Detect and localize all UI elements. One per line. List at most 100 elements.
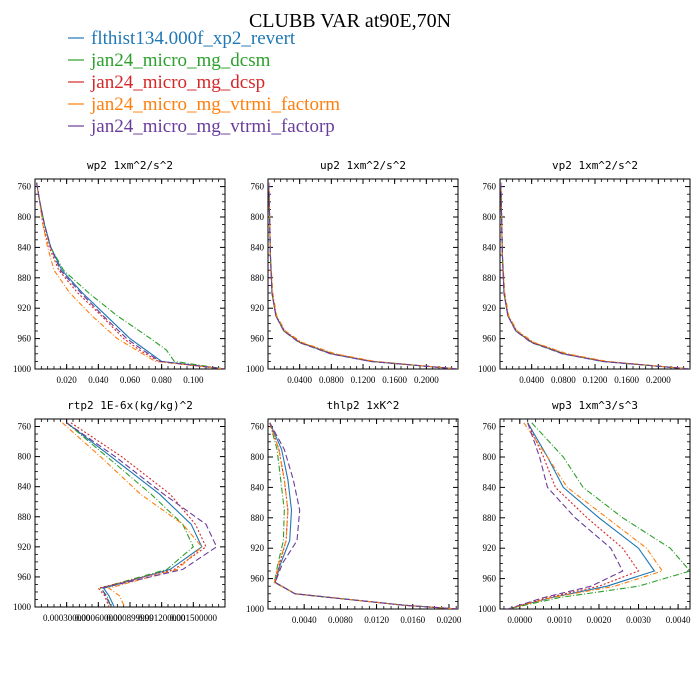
- y-tick-label-3-0: 760: [18, 422, 32, 432]
- y-tick-label-5-0: 760: [483, 422, 497, 432]
- y-tick-label-4-5: 960: [251, 574, 265, 584]
- x-tick-label-1-2: 0.1200: [351, 375, 376, 385]
- y-tick-label-1-4: 920: [251, 303, 265, 313]
- y-tick-label-4-0: 760: [251, 422, 265, 432]
- y-tick-label-5-2: 840: [483, 482, 497, 492]
- y-tick-label-3-2: 840: [18, 482, 32, 492]
- y-tick-label-5-1: 800: [483, 452, 497, 462]
- series-line-3-0: [66, 422, 203, 607]
- y-tick-label-2-0: 760: [483, 182, 497, 192]
- panel-title-3: rtp2 1E-6x(kg/kg)^2: [67, 399, 193, 412]
- x-tick-label-5-4: 0.0040: [666, 615, 691, 625]
- y-tick-label-5-6: 1000: [478, 604, 497, 614]
- x-tick-label-3-1: 0.000600000: [75, 613, 123, 623]
- x-tick-label-5-0: 0.0000: [507, 615, 532, 625]
- x-tick-label-3-4: 0.001500000: [170, 613, 218, 623]
- series-line-4-0: [269, 422, 458, 609]
- figure-title: CLUBB VAR at90E,70N: [249, 10, 451, 32]
- legend-entry-4: jan24_micro_mg_vtrmi_factorp: [90, 116, 335, 137]
- legend: flthist134.000f_xp2_revertjan24_micro_mg…: [68, 28, 340, 137]
- panel-1: up2 1xm^2/s^2 760 800 840 880 920 960 1000 0.040…: [246, 159, 459, 385]
- panel-4: thlp2 1xK^2 760 800 840 880 920 960 1000 0.0040 0…: [246, 399, 462, 625]
- y-tick-label-0-5: 960: [18, 334, 32, 344]
- panel-title-5: wp3 1xm^3/s^3: [552, 399, 638, 412]
- x-tick-label-0-4: 0.100: [183, 375, 204, 385]
- x-tick-label-5-3: 0.0030: [626, 615, 651, 625]
- series-line-3-2: [70, 422, 207, 607]
- series-line-2-4: [500, 182, 690, 369]
- y-tick-label-0-2: 840: [18, 242, 32, 252]
- y-tick-label-4-2: 840: [251, 482, 265, 492]
- series-line-3-3: [62, 422, 203, 607]
- x-tick-label-1-3: 0.1600: [382, 375, 407, 385]
- panel-2: vp2 1xm^2/s^2 760 800 840 880 920 960 1000 0.040…: [478, 159, 691, 385]
- x-tick-label-4-3: 0.0160: [400, 615, 425, 625]
- x-tick-label-2-4: 0.2000: [646, 375, 671, 385]
- y-tick-label-3-4: 920: [18, 542, 32, 552]
- y-tick-label-4-3: 880: [251, 513, 265, 523]
- legend-entry-0: flthist134.000f_xp2_revert: [91, 28, 296, 49]
- y-tick-label-2-3: 880: [483, 273, 497, 283]
- x-tick-label-4-1: 0.0080: [328, 615, 353, 625]
- x-tick-label-4-2: 0.0120: [364, 615, 389, 625]
- y-tick-label-0-1: 800: [18, 212, 32, 222]
- panels: wp2 1xm^2/s^2 760 800 840 880 920 960 1000 0.020…: [13, 159, 691, 625]
- y-tick-label-1-6: 1000: [246, 364, 265, 374]
- x-tick-label-2-1: 0.0800: [551, 375, 576, 385]
- series-line-4-4: [269, 422, 458, 609]
- y-tick-label-2-2: 840: [483, 242, 497, 252]
- series-line-2-3: [500, 182, 690, 369]
- series-line-5-2: [507, 422, 640, 609]
- x-tick-label-0-2: 0.060: [120, 375, 141, 385]
- x-tick-label-0-3: 0.080: [152, 375, 173, 385]
- x-tick-label-4-4: 0.0200: [437, 615, 462, 625]
- legend-entry-1: jan24_micro_mg_dcsm: [90, 50, 271, 71]
- x-tick-label-1-0: 0.0400: [287, 375, 312, 385]
- x-tick-label-0-1: 0.040: [88, 375, 109, 385]
- x-tick-label-3-3: 0.001200000: [138, 613, 186, 623]
- y-tick-label-4-1: 800: [251, 452, 265, 462]
- x-tick-label-5-1: 0.0010: [547, 615, 572, 625]
- y-tick-label-5-3: 880: [483, 513, 497, 523]
- legend-entry-2: jan24_micro_mg_dcsp: [90, 72, 265, 93]
- x-tick-label-5-2: 0.0020: [587, 615, 612, 625]
- y-tick-label-1-2: 840: [251, 242, 265, 252]
- x-tick-label-0-0: 0.020: [57, 375, 78, 385]
- x-tick-label-3-0: 0.000300000: [43, 613, 91, 623]
- y-tick-label-5-5: 960: [483, 574, 497, 584]
- x-tick-label-2-3: 0.1600: [614, 375, 639, 385]
- y-tick-label-0-3: 880: [18, 273, 32, 283]
- series-line-5-0: [507, 422, 656, 609]
- y-tick-label-3-6: 1000: [13, 602, 32, 612]
- y-tick-label-3-1: 800: [18, 452, 32, 462]
- y-tick-label-3-5: 960: [18, 572, 32, 582]
- y-tick-label-0-4: 920: [18, 303, 32, 313]
- panel-frame-5: [499, 418, 691, 610]
- series-line-0-4: [36, 182, 225, 369]
- y-tick-label-2-4: 920: [483, 303, 497, 313]
- x-tick-label-1-4: 0.2000: [414, 375, 439, 385]
- panel-frame-4: [267, 418, 459, 610]
- y-tick-label-5-4: 920: [483, 543, 497, 553]
- series-line-1-3: [268, 182, 458, 369]
- y-tick-label-1-5: 960: [251, 334, 265, 344]
- series-line-0-3: [36, 182, 225, 369]
- y-tick-label-1-1: 800: [251, 212, 265, 222]
- y-tick-label-2-1: 800: [483, 212, 497, 222]
- panel-title-4: thlp2 1xK^2: [327, 399, 400, 412]
- x-tick-label-3-2: 0.000899999: [106, 613, 154, 623]
- panel-title-2: vp2 1xm^2/s^2: [552, 159, 638, 172]
- x-tick-label-4-0: 0.0040: [292, 615, 317, 625]
- y-tick-label-4-4: 920: [251, 543, 265, 553]
- series-line-3-1: [66, 422, 194, 607]
- series-line-4-1: [269, 422, 458, 609]
- y-tick-label-2-5: 960: [483, 334, 497, 344]
- series-line-0-1: [36, 182, 225, 369]
- series-line-3-4: [66, 422, 218, 607]
- series-line-5-1: [507, 422, 690, 609]
- y-tick-label-3-3: 880: [18, 512, 32, 522]
- series-line-4-2: [269, 422, 458, 609]
- series-line-4-3: [269, 422, 458, 609]
- panel-3: rtp2 1E-6x(kg/kg)^2 760 800 840 880 920 960 100…: [13, 399, 226, 623]
